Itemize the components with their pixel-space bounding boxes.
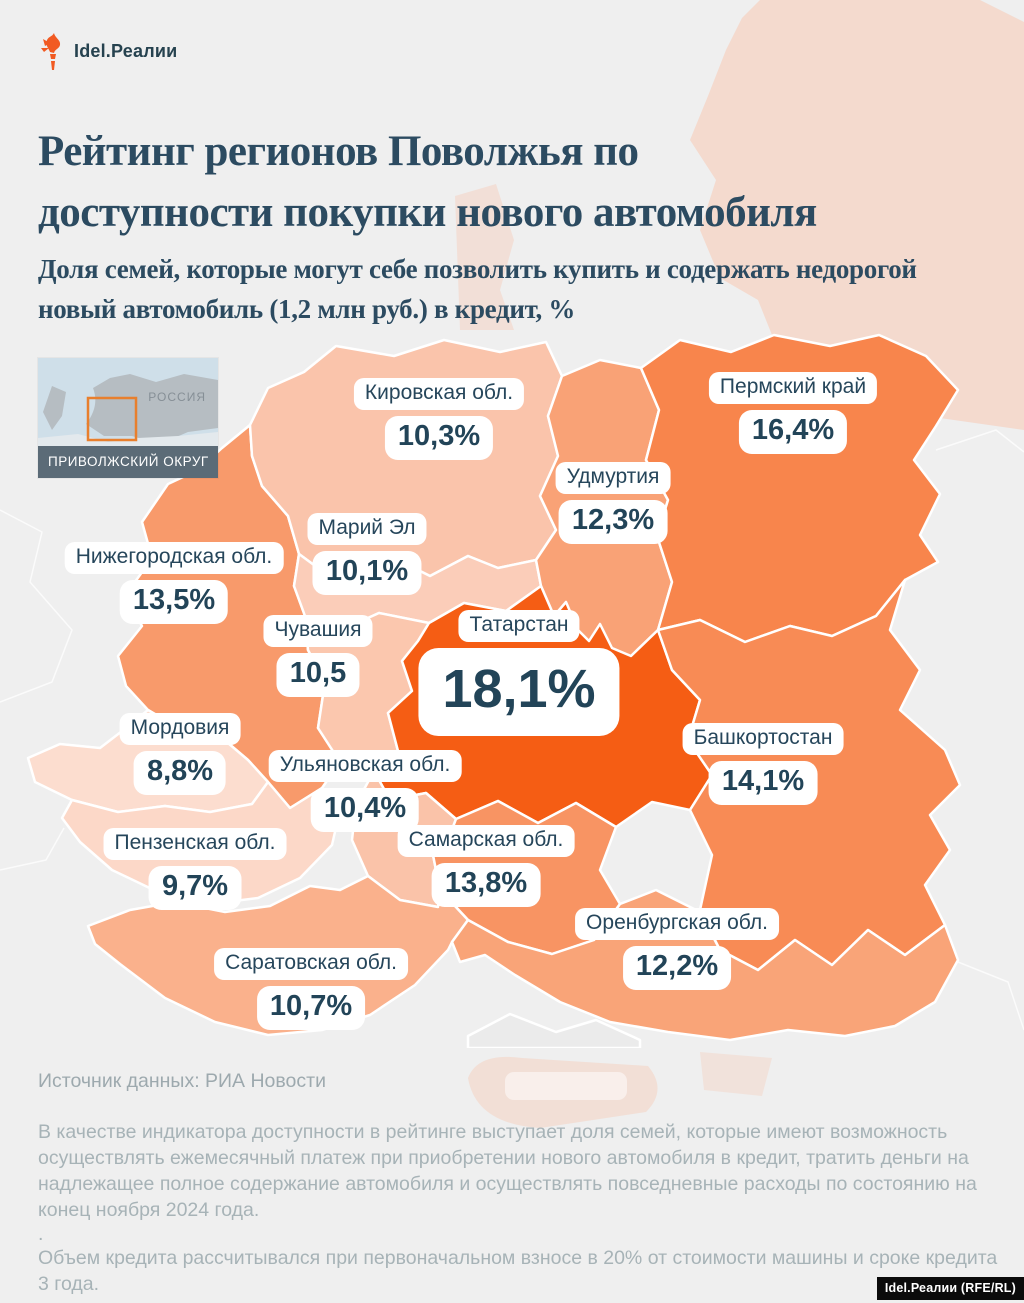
volga-choropleth-map (0, 333, 1024, 1048)
footer-note-1: В качестве индикатора доступности в рейт… (38, 1121, 977, 1221)
region-kirov (248, 338, 564, 580)
page-title: Рейтинг регионов Поволжья по доступности… (38, 121, 998, 243)
title-line-1: Рейтинг регионов Поволжья по (38, 127, 639, 175)
locator-map-graphic (38, 358, 218, 446)
locator-highlight-box (86, 396, 138, 442)
idel-logo: Idel.Реалии (40, 32, 177, 70)
inset-country-label: РОССИЯ (148, 390, 206, 404)
locator-map: РОССИЯ ПРИВОЛЖСКИЙ ОКРУГ (38, 358, 218, 478)
inset-district-label: ПРИВОЛЖСКИЙ ОКРУГ (38, 446, 218, 478)
torch-icon (41, 33, 61, 70)
title-line-2: доступности покупки нового автомобиля (38, 188, 817, 236)
footer-dot: . (38, 1223, 44, 1245)
neighbor-borders (0, 429, 1024, 1031)
data-source: Источник данных: РИА Новости (38, 1070, 326, 1092)
credit-badge: Idel.Реалии (RFE/RL) (876, 1277, 1024, 1300)
footer-note-2: Объем кредита рассчитывался при первонач… (38, 1247, 998, 1295)
region-perm (639, 333, 960, 644)
page-subtitle: Доля семей, которые могут себе позволить… (38, 254, 917, 324)
logo-text: Idel.Реалии (74, 40, 178, 61)
region-outside-wedge (466, 1012, 642, 1048)
footer: Источник данных: РИА Новости В качестве … (38, 1070, 1000, 1297)
